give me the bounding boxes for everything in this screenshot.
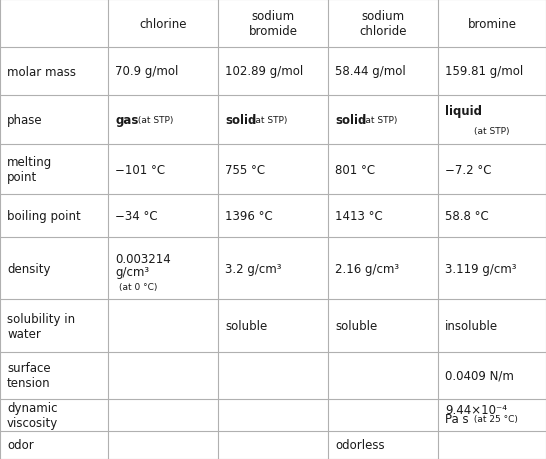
Text: 3.119 g/cm³: 3.119 g/cm³ xyxy=(445,262,517,275)
Text: 0.003214: 0.003214 xyxy=(115,252,171,266)
Text: g/cm³: g/cm³ xyxy=(115,265,149,278)
Text: −34 °C: −34 °C xyxy=(115,210,158,223)
Text: insoluble: insoluble xyxy=(445,319,498,332)
Text: 1413 °C: 1413 °C xyxy=(335,210,383,223)
Text: chlorine: chlorine xyxy=(139,17,187,30)
Text: bromine: bromine xyxy=(467,17,517,30)
Text: (at STP): (at STP) xyxy=(359,116,397,125)
Text: −101 °C: −101 °C xyxy=(115,163,165,176)
Text: solid: solid xyxy=(225,114,257,127)
Text: odorless: odorless xyxy=(335,438,384,452)
Text: solubility in
water: solubility in water xyxy=(7,312,75,340)
Text: (at 0 °C): (at 0 °C) xyxy=(119,282,157,291)
Text: density: density xyxy=(7,262,50,275)
Text: boiling point: boiling point xyxy=(7,210,81,223)
Text: 3.2 g/cm³: 3.2 g/cm³ xyxy=(225,262,282,275)
Text: (at 25 °C): (at 25 °C) xyxy=(471,414,518,423)
Text: 70.9 g/mol: 70.9 g/mol xyxy=(115,65,179,78)
Text: −7.2 °C: −7.2 °C xyxy=(445,163,491,176)
Text: melting
point: melting point xyxy=(7,156,52,184)
Text: solid: solid xyxy=(335,114,366,127)
Text: surface
tension: surface tension xyxy=(7,362,51,390)
Text: 755 °C: 755 °C xyxy=(225,163,265,176)
Text: phase: phase xyxy=(7,114,43,127)
Text: 1396 °C: 1396 °C xyxy=(225,210,273,223)
Text: soluble: soluble xyxy=(225,319,267,332)
Text: 801 °C: 801 °C xyxy=(335,163,375,176)
Text: 58.8 °C: 58.8 °C xyxy=(445,210,489,223)
Text: liquid: liquid xyxy=(445,105,482,118)
Text: 58.44 g/mol: 58.44 g/mol xyxy=(335,65,406,78)
Text: 9.44×10⁻⁴: 9.44×10⁻⁴ xyxy=(445,403,507,416)
Text: Pa s: Pa s xyxy=(445,412,468,425)
Text: (at STP): (at STP) xyxy=(135,116,174,125)
Text: 102.89 g/mol: 102.89 g/mol xyxy=(225,65,303,78)
Text: 0.0409 N/m: 0.0409 N/m xyxy=(445,369,514,382)
Text: molar mass: molar mass xyxy=(7,65,76,78)
Text: 159.81 g/mol: 159.81 g/mol xyxy=(445,65,523,78)
Text: odor: odor xyxy=(7,438,34,452)
Text: gas: gas xyxy=(115,114,138,127)
Text: soluble: soluble xyxy=(335,319,377,332)
Text: dynamic
viscosity: dynamic viscosity xyxy=(7,401,58,429)
Text: sodium
chloride: sodium chloride xyxy=(359,10,407,38)
Text: 2.16 g/cm³: 2.16 g/cm³ xyxy=(335,262,399,275)
Text: sodium
bromide: sodium bromide xyxy=(248,10,298,38)
Text: (at STP): (at STP) xyxy=(249,116,287,125)
Text: (at STP): (at STP) xyxy=(474,127,510,135)
